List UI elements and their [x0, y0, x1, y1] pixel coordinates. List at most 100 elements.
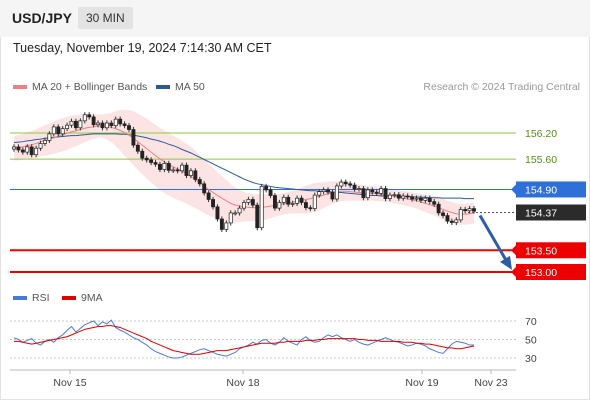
candle-body: [352, 184, 357, 190]
candle-body: [379, 188, 384, 194]
level-tags: 156.20 155.60 154.90 154.37 153.50 153.00: [511, 128, 586, 280]
candle-body: [295, 197, 300, 204]
x-tick-label: Nov 19: [405, 377, 438, 389]
rsi-tick-70: 70: [525, 316, 537, 328]
candle-body: [135, 144, 140, 152]
candle-body: [51, 126, 56, 135]
candle-body: [202, 183, 207, 194]
x-axis: Nov 15 Nov 18 Nov 19 Nov 23: [53, 370, 508, 389]
candle-body: [60, 128, 65, 135]
candle-body: [206, 192, 211, 200]
candle-body: [370, 189, 375, 193]
level-tag-pointer-153.50: [511, 245, 516, 256]
rsi-lines: [13, 319, 475, 359]
last-price-tag: [516, 204, 586, 221]
candle-body: [219, 218, 224, 230]
candle-body: [286, 196, 291, 205]
candle-body: [259, 186, 264, 229]
level-tag-153.50: [516, 242, 586, 259]
candle-body: [361, 188, 366, 199]
candle-body: [277, 202, 282, 209]
header-bar: USD/JPY 30 MIN: [0, 0, 590, 37]
candle-body: [441, 212, 445, 216]
candle-body: [432, 201, 437, 205]
level-label-153.00: 153.00: [525, 267, 557, 279]
candle-body: [418, 197, 423, 201]
timeframe-badge[interactable]: 30 MIN: [78, 7, 133, 29]
candle-body: [423, 197, 428, 201]
level-tag-153.00: [516, 264, 586, 280]
candle-body: [308, 207, 313, 210]
candle-body: [20, 149, 25, 153]
level-lines: [10, 132, 516, 273]
candle-body: [334, 185, 339, 200]
candle-body: [330, 191, 335, 200]
projection-arrow: [478, 214, 512, 270]
candle-body: [16, 146, 21, 151]
candle-body: [188, 170, 193, 176]
projection-arrowhead: [500, 255, 512, 270]
candle-body: [250, 199, 255, 206]
candle-body: [414, 197, 419, 200]
candle-body: [158, 163, 162, 170]
candle-body: [396, 194, 401, 199]
candle-body: [237, 207, 242, 214]
candle-body: [339, 181, 344, 187]
candle-body: [317, 191, 322, 196]
candle-body: [43, 140, 47, 144]
level-tag-154.90: [516, 181, 586, 198]
candle-body: [312, 194, 317, 209]
x-tick-label: Nov 18: [226, 377, 259, 389]
candle-body: [281, 196, 286, 203]
candle-body: [122, 123, 127, 126]
candle-body: [268, 189, 273, 196]
candle-body: [383, 188, 388, 199]
candlesticks: [12, 112, 476, 233]
ma20-legend-label: MA 20 + Bollinger Bands: [32, 81, 147, 93]
candle-body: [463, 209, 468, 212]
candle-body: [427, 197, 432, 202]
datetime-label: Tuesday, November 19, 2024 7:14:30 AM CE…: [13, 41, 272, 55]
candle-body: [12, 146, 16, 150]
ma9-legend-swatch: [62, 296, 76, 300]
candle-body: [193, 170, 198, 180]
level-label-155.60: 155.60: [525, 154, 557, 166]
ma50-legend-swatch: [156, 85, 170, 89]
candle-body: [118, 118, 123, 125]
candle-body: [233, 212, 238, 215]
candle-body: [166, 163, 171, 171]
candle-body: [246, 199, 251, 203]
candle-body: [290, 203, 295, 205]
candle-body: [171, 169, 176, 172]
rsi-legend-label: RSI: [32, 292, 50, 304]
candle-body: [228, 212, 233, 224]
candle-body: [127, 125, 131, 130]
candle-body: [87, 114, 92, 118]
candle-body: [326, 189, 330, 193]
candle-body: [197, 179, 202, 185]
candle-body: [357, 188, 361, 190]
ma9-legend-label: 9MA: [81, 292, 103, 304]
candle-body: [65, 124, 70, 130]
candle-body: [273, 195, 277, 209]
candle-body: [348, 183, 353, 186]
candle-body: [255, 204, 260, 229]
projection-line: [478, 214, 509, 263]
candle-body: [140, 150, 145, 159]
candle-body: [144, 157, 149, 161]
candle-body: [69, 120, 74, 126]
candle-body: [343, 181, 348, 185]
candle-body: [78, 120, 83, 129]
candle-body: [215, 206, 220, 220]
x-tick-label: Nov 15: [53, 377, 86, 389]
candle-body: [436, 203, 441, 214]
candle-body: [91, 116, 96, 126]
level-label-156.20: 156.20: [525, 128, 557, 140]
candle-body: [321, 189, 326, 192]
level-label-154.90: 154.90: [525, 184, 557, 196]
candle-body: [100, 122, 105, 129]
candle-body: [374, 191, 379, 194]
credit-text: Research © 2024 Trading Central: [423, 81, 580, 93]
candle-body: [82, 114, 87, 122]
